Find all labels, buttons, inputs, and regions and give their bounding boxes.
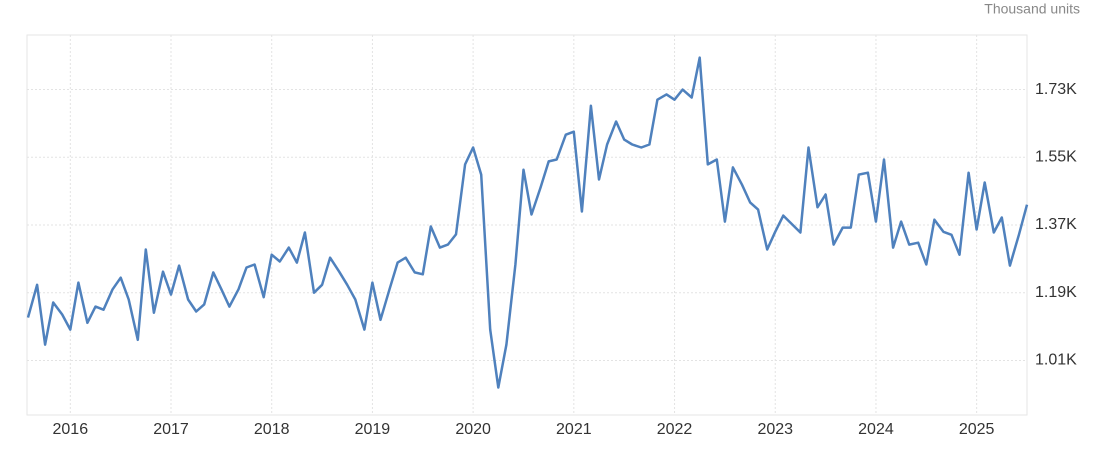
y-tick-label: 1.55K	[1035, 148, 1077, 165]
x-tick-label: 2023	[757, 421, 793, 438]
x-tick-label: 2019	[355, 421, 391, 438]
y-tick-label: 1.01K	[1035, 352, 1077, 369]
x-tick-label: 2022	[657, 421, 693, 438]
x-tick-label: 2020	[455, 421, 491, 438]
data-line	[26, 56, 1029, 389]
x-tick-label: 2017	[153, 421, 189, 438]
x-tick-label: 2021	[556, 421, 592, 438]
y-tick-label: 1.37K	[1035, 216, 1077, 233]
x-tick-label: 2025	[959, 421, 995, 438]
x-tick-label: 2016	[53, 421, 89, 438]
x-tick-label: 2024	[858, 421, 894, 438]
unit-label: Thousand units	[984, 1, 1080, 17]
x-tick-label: 2018	[254, 421, 290, 438]
y-tick-label: 1.73K	[1035, 81, 1077, 98]
y-tick-label: 1.19K	[1035, 284, 1077, 301]
